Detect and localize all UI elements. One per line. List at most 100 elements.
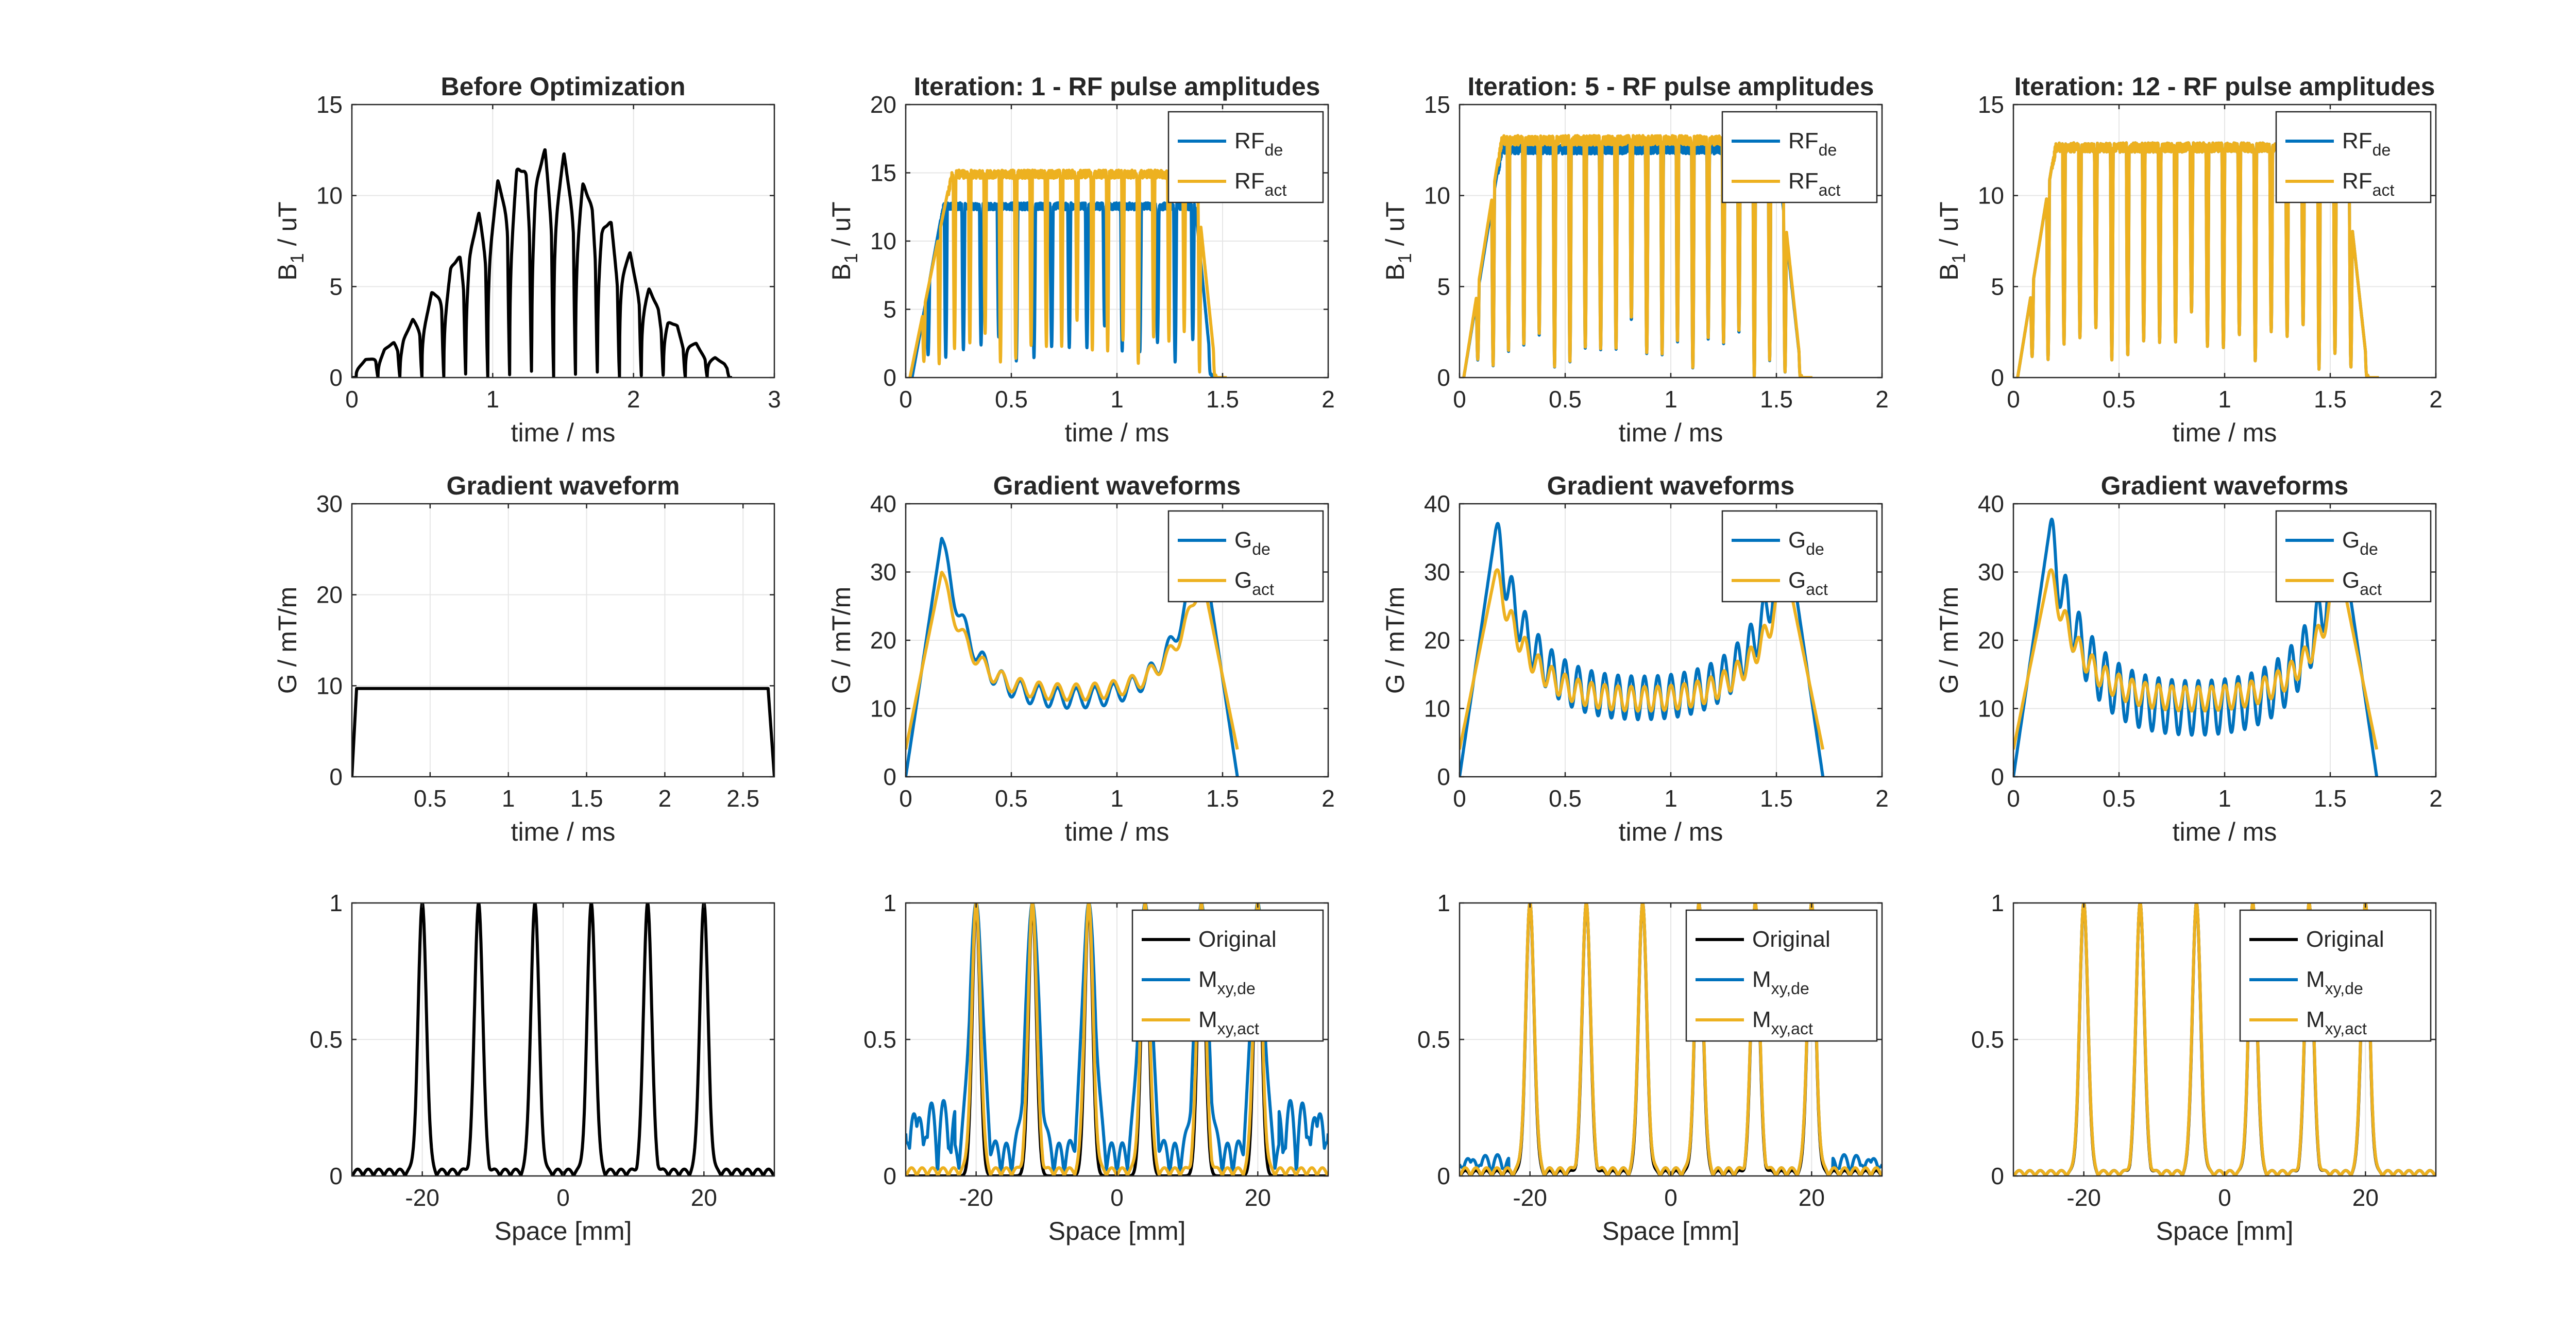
x-tick-label: 2 — [1321, 386, 1335, 413]
legend-label: RF — [2342, 128, 2372, 153]
y-label-suffix: / uT — [273, 201, 302, 253]
x-tick-label: 0 — [1110, 1184, 1124, 1211]
x-tick-label: 2 — [2429, 785, 2443, 812]
x-tick-label: 0 — [899, 386, 912, 413]
legend-label-sub: de — [1819, 141, 1837, 159]
legend-label: Original — [1198, 927, 1277, 952]
legend-label: Original — [2306, 927, 2384, 952]
y-label-sub: 1 — [840, 253, 861, 263]
y-axis-label: B1 / uT — [1381, 201, 1415, 280]
x-tick-label: 1 — [502, 785, 515, 812]
legend-entry: RFact — [1234, 168, 1286, 199]
series-group — [2013, 517, 2379, 777]
x-tick-label: 1 — [1664, 386, 1677, 413]
series-group — [1460, 522, 1825, 777]
y-tick-label: 20 — [870, 91, 896, 118]
x-tick-label: 0 — [1664, 1184, 1677, 1211]
y-tick-label: 15 — [1978, 91, 2004, 118]
series-line-G_act — [2013, 568, 2379, 750]
y-label-main: B — [827, 263, 856, 280]
y-tick-label: 30 — [1424, 559, 1450, 586]
x-axis-label: time / ms — [511, 418, 616, 447]
legend-label: RF — [2342, 168, 2372, 194]
axes-box — [351, 503, 775, 778]
y-tick-label: 10 — [1978, 695, 2004, 722]
legend-box — [1167, 111, 1324, 203]
x-tick-label: 20 — [1799, 1184, 1825, 1211]
y-tick-label: 5 — [329, 273, 343, 300]
x-tick-label: 2 — [658, 785, 672, 812]
chart-title: Before Optimization — [440, 72, 685, 101]
x-tick-label: 0.5 — [995, 785, 1028, 812]
legend-entry: Mxy,act — [2306, 1007, 2367, 1038]
x-tick-label: 20 — [1245, 1184, 1271, 1211]
legend-label: Original — [1752, 927, 1831, 952]
x-tick-label: 1.5 — [2314, 386, 2347, 413]
y-tick-label: 0 — [329, 364, 343, 391]
y-tick-label: 40 — [1978, 490, 2004, 517]
legend-label-sub: xy,act — [1217, 1019, 1259, 1038]
plot-area — [352, 105, 774, 378]
x-tick-label: 2.5 — [726, 785, 759, 812]
x-tick-label: 1.5 — [1760, 785, 1793, 812]
legend-entry: Original — [2306, 927, 2384, 952]
x-tick-label: -20 — [2066, 1184, 2100, 1211]
legend-box — [1721, 111, 1878, 203]
x-tick-label: 0 — [1453, 785, 1466, 812]
x-tick-label: 0 — [345, 386, 359, 413]
legend-label-sub: de — [1806, 540, 1824, 558]
panel-rf-iter12: 0 0.5 1 1.5 2 0 5 10 15 Iteration: 12 - RF pulse … — [1935, 72, 2443, 447]
x-tick-label: 1 — [1110, 386, 1124, 413]
legend-entry: RFde — [2342, 128, 2391, 159]
y-label-sub: 1 — [286, 253, 308, 263]
y-label-main: B — [1381, 263, 1410, 280]
series-group — [906, 537, 1239, 777]
x-tick-label: 0 — [2218, 1184, 2231, 1211]
y-tick-label: 0.5 — [310, 1026, 343, 1053]
y-tick-label: 0 — [1437, 763, 1450, 790]
series-line-RF — [352, 148, 732, 378]
legend-label-sub: act — [1252, 580, 1274, 599]
x-tick-label: 0.5 — [1549, 386, 1582, 413]
y-label-sub: 1 — [1948, 253, 1969, 263]
y-label-main: G / mT/m — [273, 587, 302, 694]
x-tick-label: 20 — [2352, 1184, 2379, 1211]
chart-title: Gradient waveforms — [2101, 471, 2349, 500]
x-axis-label: time / ms — [1619, 817, 1723, 846]
y-tick-label: 0 — [1437, 1163, 1450, 1189]
x-tick-label: 1 — [2218, 785, 2231, 812]
legend-entry: Gact — [2342, 568, 2382, 599]
legend-label: G — [2342, 527, 2360, 553]
y-tick-label: 15 — [316, 91, 343, 118]
x-tick-label: 2 — [1875, 785, 1889, 812]
legend-label: RF — [1788, 128, 1819, 153]
chart-title: Gradient waveforms — [993, 471, 1241, 500]
y-label-main: G / mT/m — [1935, 587, 1963, 694]
y-tick-label: 0 — [1991, 1163, 2004, 1189]
panel-rf-iter5: 0 0.5 1 1.5 2 0 5 10 15 Iteration: 5 - RF pulse a… — [1381, 72, 1889, 447]
y-tick-label: 20 — [870, 627, 896, 654]
x-tick-label: 0.5 — [2103, 386, 2136, 413]
axes-box — [351, 104, 775, 379]
series-line-RF_act — [908, 168, 1227, 378]
x-tick-label: 0 — [556, 1184, 570, 1211]
y-tick-label: 1 — [329, 890, 343, 916]
y-tick-label: 0 — [883, 763, 896, 790]
x-tick-label: 0.5 — [1549, 785, 1582, 812]
legend-label: G — [2342, 568, 2360, 593]
y-tick-label: 10 — [316, 182, 343, 209]
y-tick-label: 10 — [870, 228, 896, 254]
y-tick-label: 10 — [1424, 695, 1450, 722]
legend-box — [1167, 510, 1324, 603]
y-label-main: B — [273, 263, 302, 280]
legend-entry: Original — [1752, 927, 1831, 952]
legend-label-sub: xy,de — [1771, 979, 1809, 998]
